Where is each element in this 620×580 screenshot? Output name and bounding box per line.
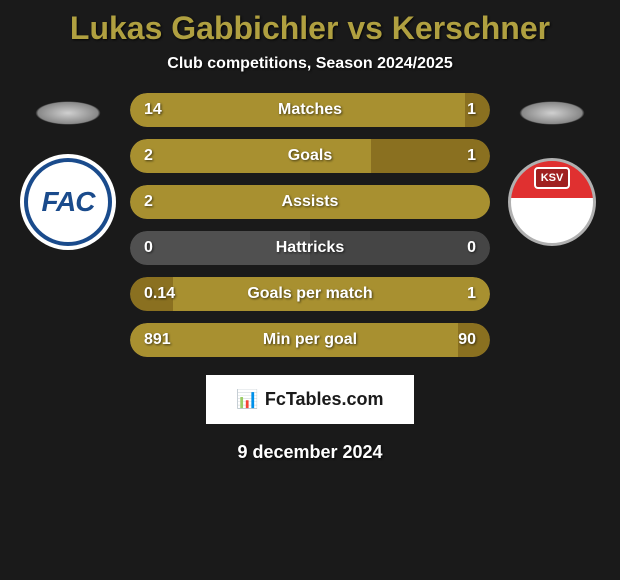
stat-row: 2Assists: [130, 185, 490, 219]
stat-row: 89190Min per goal: [130, 323, 490, 357]
stat-label: Hattricks: [130, 239, 490, 257]
player-right-panel: KSV: [502, 93, 602, 246]
player-left-panel: FAC: [18, 93, 118, 246]
chart-icon: 📊: [236, 389, 258, 410]
player-left-photo: [18, 93, 118, 133]
stat-label: Goals: [130, 147, 490, 165]
stat-row: 21Goals: [130, 139, 490, 173]
subtitle: Club competitions, Season 2024/2025: [167, 55, 452, 73]
main-content: FAC 141Matches 21Goals 2Assists 00Hattricks…: [0, 93, 620, 357]
stat-label: Assists: [130, 193, 490, 211]
comparison-infographic: Lukas Gabbichler vs Kerschner Club compe…: [0, 0, 620, 580]
stat-label: Matches: [130, 101, 490, 119]
footer-brand: 📊 FcTables.com: [206, 375, 413, 424]
club-logo-left: FAC: [24, 158, 112, 246]
stat-row: 00Hattricks: [130, 231, 490, 265]
club-abbr-left: FAC: [42, 186, 95, 218]
stats-column: 141Matches 21Goals 2Assists 00Hattricks 0.14…: [130, 93, 490, 357]
stat-label: Goals per match: [130, 285, 490, 303]
stat-row: 141Matches: [130, 93, 490, 127]
player-right-photo: [502, 93, 602, 133]
club-abbr-right: KSV: [534, 167, 570, 189]
brand-text: FcTables.com: [265, 389, 384, 410]
club-logo-right: KSV: [508, 158, 596, 246]
stat-label: Min per goal: [130, 331, 490, 349]
date-text: 9 december 2024: [237, 442, 382, 463]
page-title: Lukas Gabbichler vs Kerschner: [70, 10, 550, 47]
stat-row: 0.141Goals per match: [130, 277, 490, 311]
